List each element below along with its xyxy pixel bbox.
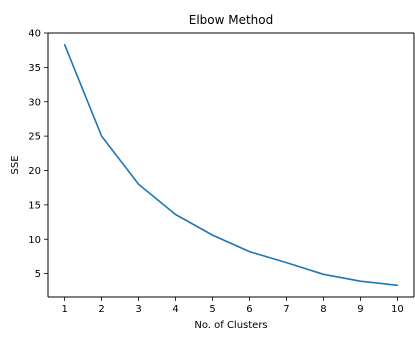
axes (47, 32, 415, 298)
y-tick-label: 30 (28, 97, 41, 108)
x-tick-label: 10 (391, 304, 404, 315)
x-tick-label: 2 (98, 304, 104, 315)
x-tick-label: 9 (357, 304, 363, 315)
x-tick-label: 7 (283, 304, 289, 315)
series-layer (63, 43, 399, 287)
chart-title: Elbow Method (189, 13, 274, 27)
x-tick-label: 5 (209, 304, 215, 315)
y-tick-label: 25 (28, 132, 41, 143)
series-line (63, 43, 399, 287)
y-tick-label: 20 (28, 166, 41, 177)
x-tick-label: 4 (172, 304, 178, 315)
x-tick-label: 1 (61, 304, 67, 315)
y-tick-label: 15 (28, 200, 41, 211)
y-tick-label: 40 (28, 29, 41, 40)
x-axis-ticks: 1 2 3 4 5 6 7 8 9 10 (61, 297, 404, 315)
y-tick-label: 10 (28, 235, 41, 246)
x-axis-label: No. of Clusters (194, 320, 267, 331)
y-axis-ticks: 5 10 15 20 25 30 35 40 (28, 29, 48, 280)
x-tick-label: 8 (320, 304, 326, 315)
x-tick-label: 6 (246, 304, 252, 315)
y-tick-label: 5 (35, 269, 41, 280)
y-tick-label: 35 (28, 63, 41, 74)
x-tick-label: 3 (135, 304, 141, 315)
y-axis-label: SSE (10, 155, 21, 174)
